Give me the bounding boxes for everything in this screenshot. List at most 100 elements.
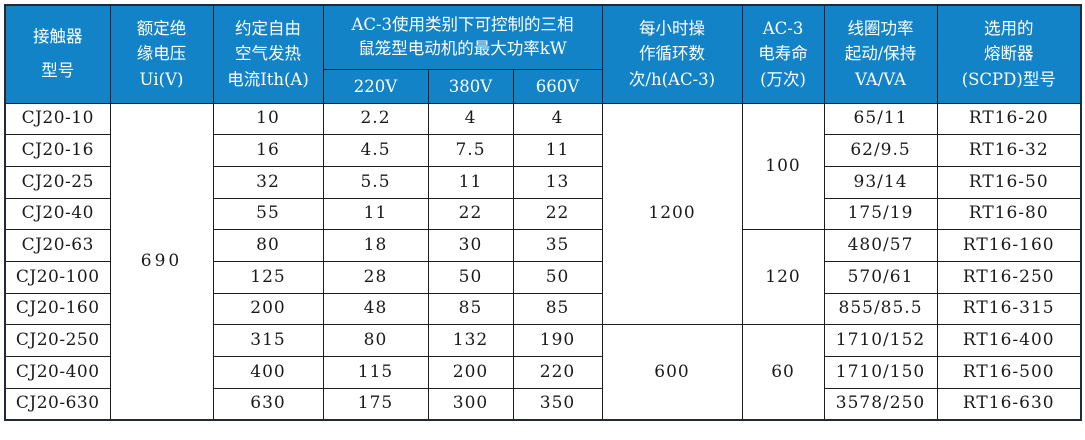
table-row: CJ20-100 125 28 50 50 570/61 RT16-250: [4, 260, 1082, 294]
cell-coil-power: 570/61: [823, 260, 938, 294]
header-line: Ui(V): [139, 70, 184, 90]
cell-coil-power: 3578/250: [823, 387, 938, 421]
cell-power-660v: 220: [512, 356, 603, 389]
header-line: 次/h(AC-3): [628, 70, 716, 90]
cell-model: CJ20-160: [4, 292, 111, 326]
table-header: 接触器 型号 额定绝 缘电压 Ui(V) 约定自由 空气发热 电流Ith(A) …: [4, 4, 1082, 104]
cell-model: CJ20-250: [4, 324, 111, 357]
cell-power-220v: 18: [322, 229, 429, 262]
header-line: (万次): [760, 70, 806, 90]
header-line: AC-3: [762, 18, 804, 38]
header-line: 电流Ith(A): [227, 70, 309, 90]
header-line: 作循环数: [639, 44, 706, 64]
header-line: 空气发热: [235, 44, 301, 64]
cell-power-380v: 11: [427, 165, 514, 199]
cell-power-220v: 2.2: [322, 102, 429, 136]
cell-power-220v: 28: [322, 260, 429, 294]
cell-fuse: RT16-50: [936, 165, 1082, 199]
cell-power-220v: 115: [322, 356, 429, 389]
cell-power-660v: 85: [512, 292, 603, 326]
cell-fuse: RT16-160: [936, 229, 1082, 262]
header-line: (SCPD)型号: [961, 70, 1056, 90]
cell-fuse: RT16-80: [936, 197, 1082, 231]
cell-thermal-current: 55: [212, 197, 324, 231]
cell-coil-power: 1710/150: [823, 356, 938, 389]
header-max-power-group: AC-3使用类别下可控制的三相 鼠笼型电动机的最大功率kW: [322, 4, 603, 70]
header-cycles-per-hour: 每小时操 作循环数 次/h(AC-3): [601, 4, 743, 104]
cell-fuse: RT16-20: [936, 102, 1082, 136]
header-line: VA/VA: [855, 70, 906, 90]
cell-cycles-per-hour: 600: [601, 324, 743, 421]
table-row: CJ20-160 200 48 85 85 855/85.5 RT16-315: [4, 292, 1082, 326]
cell-insulation-voltage: 690: [109, 102, 214, 421]
cell-fuse: RT16-250: [936, 260, 1082, 294]
table-row: CJ20-630 630 175 300 350 3578/250 RT16-6…: [4, 387, 1082, 421]
cell-fuse: RT16-32: [936, 134, 1082, 167]
table-row: CJ20-63 80 18 30 35 120 480/57 RT16-160: [4, 229, 1082, 326]
cell-power-380v: 30: [427, 229, 514, 262]
cell-power-220v: 48: [322, 292, 429, 326]
cell-thermal-current: 630: [212, 387, 324, 421]
table-row: CJ20-25 32 5.5 11 13 93/14 RT16-50: [4, 165, 1082, 199]
cell-model: CJ20-400: [4, 356, 111, 389]
cell-thermal-current: 400: [212, 356, 324, 389]
cell-power-380v: 132: [427, 324, 514, 357]
header-insulation-voltage: 额定绝 缘电压 Ui(V): [109, 4, 214, 104]
contactor-spec-table: 接触器 型号 额定绝 缘电压 Ui(V) 约定自由 空气发热 电流Ith(A) …: [4, 4, 1083, 421]
table-body: CJ20-10 690 10 2.2 4 4 1200 100 65/11 RT…: [4, 102, 1082, 421]
cell-power-220v: 11: [322, 197, 429, 231]
cell-power-380v: 50: [427, 260, 514, 294]
header-line: 额定绝: [136, 18, 187, 38]
cell-coil-power: 1710/152: [823, 324, 938, 357]
cell-power-660v: 11: [512, 134, 603, 167]
cell-model: CJ20-630: [4, 387, 111, 421]
cell-power-220v: 5.5: [322, 165, 429, 199]
cell-power-660v: 13: [512, 165, 603, 199]
header-220v: 220V: [322, 68, 429, 104]
cell-coil-power: 480/57: [823, 229, 938, 262]
header-line: AC-3使用类别下可控制的三相: [351, 14, 574, 34]
table-row: CJ20-40 55 11 22 22 175/19 RT16-80: [4, 197, 1082, 231]
cell-fuse: RT16-400: [936, 324, 1082, 357]
cell-thermal-current: 315: [212, 324, 324, 357]
cell-power-380v: 300: [427, 387, 514, 421]
cell-power-380v: 85: [427, 292, 514, 326]
cell-model: CJ20-40: [4, 197, 111, 231]
cell-fuse: RT16-630: [936, 387, 1082, 421]
header-line: 熔断器: [984, 44, 1034, 64]
cell-fuse: RT16-315: [936, 292, 1082, 326]
cell-coil-power: 175/19: [823, 197, 938, 231]
cell-power-220v: 175: [322, 387, 429, 421]
cell-electrical-life: 60: [741, 324, 825, 421]
cell-power-660v: 350: [512, 387, 603, 421]
header-line: 接触器: [33, 26, 83, 46]
cell-fuse: RT16-500: [936, 356, 1082, 389]
cell-power-660v: 190: [512, 324, 603, 357]
cell-model: CJ20-100: [4, 260, 111, 294]
table-row: CJ20-400 400 115 200 220 1710/150 RT16-5…: [4, 356, 1082, 389]
header-line: 每小时操: [639, 18, 706, 38]
cell-thermal-current: 80: [212, 229, 324, 262]
cell-power-380v: 22: [427, 197, 514, 231]
header-line: 鼠笼型电动机的最大功率kW: [358, 39, 567, 59]
header-thermal-current: 约定自由 空气发热 电流Ith(A): [212, 4, 324, 104]
table-row: CJ20-250 315 80 132 190 600 60 1710/152 …: [4, 324, 1082, 421]
cell-coil-power: 65/11: [823, 102, 938, 136]
cell-model: CJ20-10: [4, 102, 111, 136]
header-line: 型号: [41, 61, 75, 81]
header-row-sub: 220V 380V 660V: [5, 68, 1081, 104]
cell-thermal-current: 16: [212, 134, 324, 167]
header-coil-power: 线圈功率 起动/保持 VA/VA: [823, 4, 938, 104]
cell-power-220v: 80: [322, 324, 429, 357]
table-row: CJ20-10 690 10 2.2 4 4 1200 100 65/11 RT…: [4, 102, 1082, 421]
header-electrical-life: AC-3 电寿命 (万次): [741, 4, 825, 104]
table-row: CJ20-16 16 4.5 7.5 11 62/9.5 RT16-32: [4, 134, 1082, 167]
cell-coil-power: 93/14: [823, 165, 938, 199]
cell-power-220v: 4.5: [322, 134, 429, 167]
cell-electrical-life: 120: [741, 229, 825, 326]
cell-power-380v: 4: [427, 102, 514, 136]
cell-power-380v: 7.5: [427, 134, 514, 167]
header-line: 约定自由: [235, 18, 301, 38]
header-line: 缘电压: [136, 44, 187, 64]
